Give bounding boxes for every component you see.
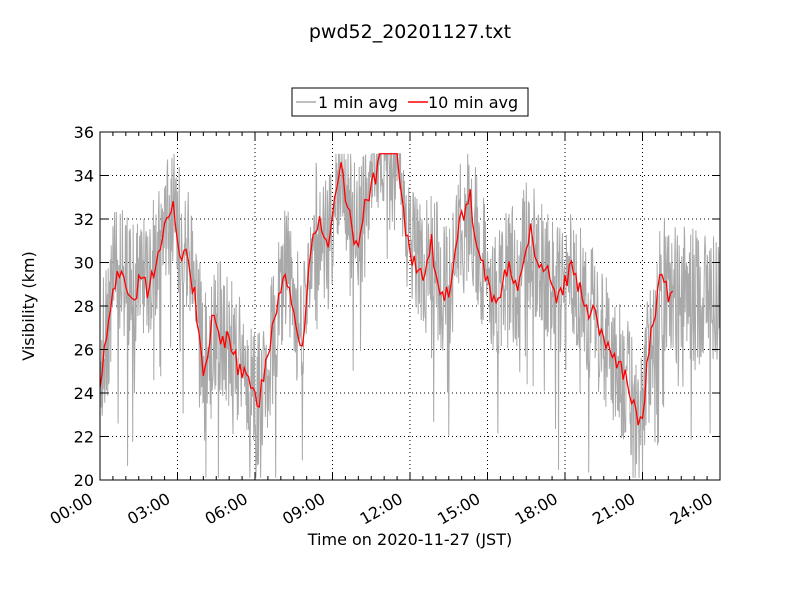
y-tick-label: 32 xyxy=(74,210,94,229)
series-layer xyxy=(99,153,721,478)
y-tick-label: 22 xyxy=(74,428,94,447)
series-line-1-min-avg xyxy=(99,153,721,478)
y-tick-label: 20 xyxy=(74,471,94,490)
y-tick-label: 30 xyxy=(74,254,94,273)
plot-frame xyxy=(99,131,721,481)
y-tick-label: 28 xyxy=(74,297,94,316)
y-tick-label: 34 xyxy=(74,167,94,186)
y-tick-label: 36 xyxy=(74,123,94,142)
y-tick-label: 24 xyxy=(74,384,94,403)
legend: 1 min avg 10 min avg xyxy=(291,87,529,117)
x-axis-label: Time on 2020-11-27 (JST) xyxy=(307,530,512,549)
y-axis-label: Visibility (km) xyxy=(19,251,38,360)
y-tick-label: 26 xyxy=(74,341,94,360)
legend-label-1-min-avg: 1 min avg xyxy=(318,93,398,112)
chart-title: pwd52_20201127.txt xyxy=(309,21,511,43)
legend-label-10-min-avg: 10 min avg xyxy=(428,93,518,112)
series-line-10-min-avg xyxy=(99,153,674,426)
